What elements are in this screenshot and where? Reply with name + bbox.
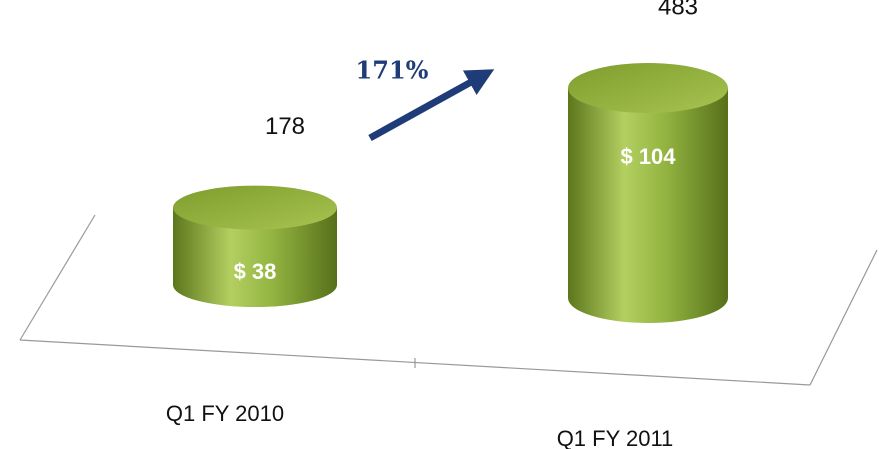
value-label: 483 (658, 0, 698, 20)
annotation: 171% (356, 56, 429, 85)
cylinder-body (173, 207, 337, 307)
cylinder-top (173, 185, 337, 230)
inner-label: $ 38 (234, 259, 277, 284)
cylinder-body (568, 88, 728, 323)
growth-arrow (368, 69, 495, 142)
x-tick-label: Q1 FY 2010 (166, 401, 284, 426)
inner-label: $ 104 (620, 144, 676, 169)
x-tick-label: Q1 FY 2011 (557, 426, 674, 449)
value-label: 178 (265, 113, 305, 140)
floor (19, 214, 878, 386)
cylinder-top (568, 63, 728, 113)
